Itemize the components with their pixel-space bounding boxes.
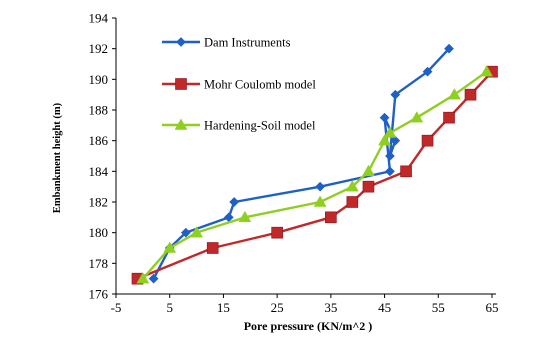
data-point	[362, 164, 375, 177]
data-point	[384, 166, 395, 177]
data-point	[148, 273, 159, 284]
series-1	[131, 65, 498, 285]
series-line	[137, 70, 493, 280]
y-tick-label: 188	[89, 103, 109, 118]
data-point	[443, 111, 455, 124]
data-point	[444, 43, 454, 54]
legend-label: Dam Instruments	[204, 36, 291, 50]
y-axis-ticks: 176 178 180 182 184 186 188 190 192 194	[89, 11, 116, 302]
data-point	[206, 242, 219, 254]
y-tick-label: 186	[89, 133, 109, 148]
x-tick-label: 25	[271, 300, 284, 315]
y-tick-label: 180	[89, 225, 109, 240]
data-point	[379, 112, 390, 123]
series-2	[136, 65, 494, 284]
data-point	[345, 180, 359, 192]
legend-marker	[175, 78, 187, 90]
data-point	[480, 65, 494, 77]
data-point	[313, 195, 327, 207]
data-point	[315, 181, 326, 192]
data-point	[390, 89, 401, 100]
data-point	[325, 211, 337, 224]
legend-item: Dam Instruments	[162, 36, 291, 50]
y-tick-label: 182	[89, 195, 109, 210]
series-line	[141, 70, 488, 280]
data-point	[422, 66, 433, 77]
legend-item: Mohr Coulomb model	[162, 78, 316, 92]
y-tick-label: 190	[89, 72, 109, 87]
data-point	[383, 126, 397, 138]
data-point	[229, 197, 240, 207]
x-tick-label: 45	[378, 300, 391, 315]
x-tick-label: 35	[324, 300, 337, 315]
x-tick-label: 65	[486, 300, 499, 315]
data-point	[464, 88, 477, 101]
data-point	[384, 151, 395, 161]
data-point	[362, 180, 375, 193]
legend-marker	[176, 37, 186, 47]
data-point	[390, 135, 401, 146]
legend-label: Hardening-Soil model	[204, 119, 316, 133]
data-point	[238, 210, 252, 223]
data-point	[180, 227, 191, 238]
data-point	[271, 226, 283, 239]
data-point	[400, 165, 412, 178]
legend: Dam Instruments Mohr Coulomb model Hardeni…	[162, 36, 316, 133]
legend-item: Hardening-Soil model	[162, 118, 316, 133]
y-tick-label: 192	[89, 41, 109, 56]
data-point	[136, 272, 150, 284]
data-point	[378, 134, 392, 146]
legend-marker	[174, 118, 188, 130]
y-tick-label: 184	[89, 164, 109, 179]
plot-area: -5 5 15 25 35 45 55 65 176 178 180 182 184 186 188 190…	[89, 11, 499, 316]
y-tick-label: 178	[89, 256, 109, 271]
x-tick-label: 15	[217, 300, 230, 315]
data-point	[421, 134, 434, 147]
y-tick-label: 194	[89, 11, 109, 26]
data-point	[346, 196, 359, 208]
data-point	[447, 88, 461, 100]
y-tick-label: 176	[89, 287, 109, 302]
x-tick-label: 5	[166, 300, 173, 315]
data-point	[163, 241, 177, 253]
data-point	[190, 226, 204, 238]
x-axis-ticks: -5 5 15 25 35 45 55 65	[111, 294, 499, 315]
x-tick-label: 55	[432, 300, 445, 315]
y-axis-title: Embankment height (m)	[52, 102, 63, 213]
legend-label: Mohr Coulomb model	[204, 78, 316, 92]
series-layer	[131, 43, 498, 285]
x-axis-title: Pore pressure (KN/m^2 )	[244, 319, 373, 333]
x-tick-label: -5	[111, 300, 122, 315]
data-point	[410, 111, 424, 123]
